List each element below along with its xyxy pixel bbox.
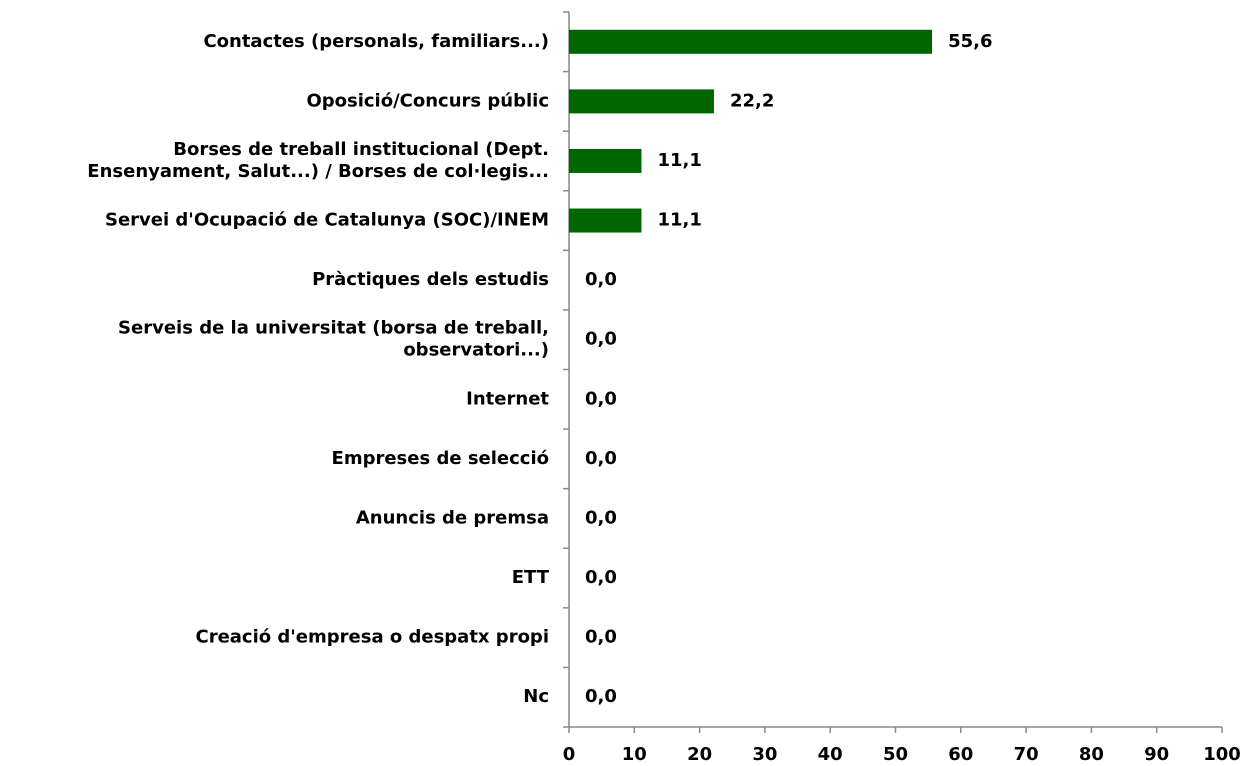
value-label: 0,0 (585, 448, 617, 469)
value-label: 11,1 (657, 150, 701, 171)
y-tick-label: Creació d'empresa o despatx propi (195, 627, 549, 648)
value-label: 55,6 (948, 31, 992, 52)
value-label: 11,1 (657, 210, 701, 231)
x-tick-label: 20 (687, 744, 712, 765)
x-tick-label: 90 (1144, 744, 1169, 765)
x-tick-label: 80 (1079, 744, 1104, 765)
y-tick-label: Serveis de la universitat (borsa de treb… (118, 318, 549, 361)
value-label: 0,0 (585, 507, 617, 528)
x-tick-label: 70 (1014, 744, 1039, 765)
value-label: 0,0 (585, 627, 617, 648)
x-tick-label: 10 (622, 744, 647, 765)
x-tick-label: 30 (752, 744, 777, 765)
y-tick-label: Borses de treball institucional (Dept. En… (87, 139, 549, 182)
y-tick-label: Oposició/Concurs públic (306, 90, 549, 111)
y-tick-label: Empreses de selecció (332, 448, 549, 469)
value-label: 0,0 (585, 686, 617, 707)
y-tick-label: Nc (523, 686, 549, 707)
value-label: 0,0 (585, 329, 617, 350)
y-tick-label: ETT (512, 567, 550, 588)
value-label: 22,2 (730, 90, 774, 111)
y-tick-label: Servei d'Ocupació de Catalunya (SOC)/INE… (105, 210, 549, 231)
bar (569, 148, 642, 173)
value-label: 0,0 (585, 269, 617, 290)
y-tick-label: Anuncis de premsa (356, 507, 549, 528)
y-tick-label: Pràctiques dels estudis (312, 269, 549, 290)
x-tick-label: 50 (883, 744, 908, 765)
value-label: 0,0 (585, 567, 617, 588)
x-tick-label: 40 (818, 744, 843, 765)
y-tick-label: Contactes (personals, familiars...) (203, 31, 549, 52)
x-tick-label: 100 (1203, 744, 1241, 765)
bar (569, 89, 714, 114)
bar (569, 29, 933, 54)
bar (569, 208, 642, 233)
x-tick-label: 60 (948, 744, 973, 765)
x-tick-label: 0 (563, 744, 576, 765)
y-tick-label: Internet (466, 388, 549, 409)
value-label: 0,0 (585, 388, 617, 409)
